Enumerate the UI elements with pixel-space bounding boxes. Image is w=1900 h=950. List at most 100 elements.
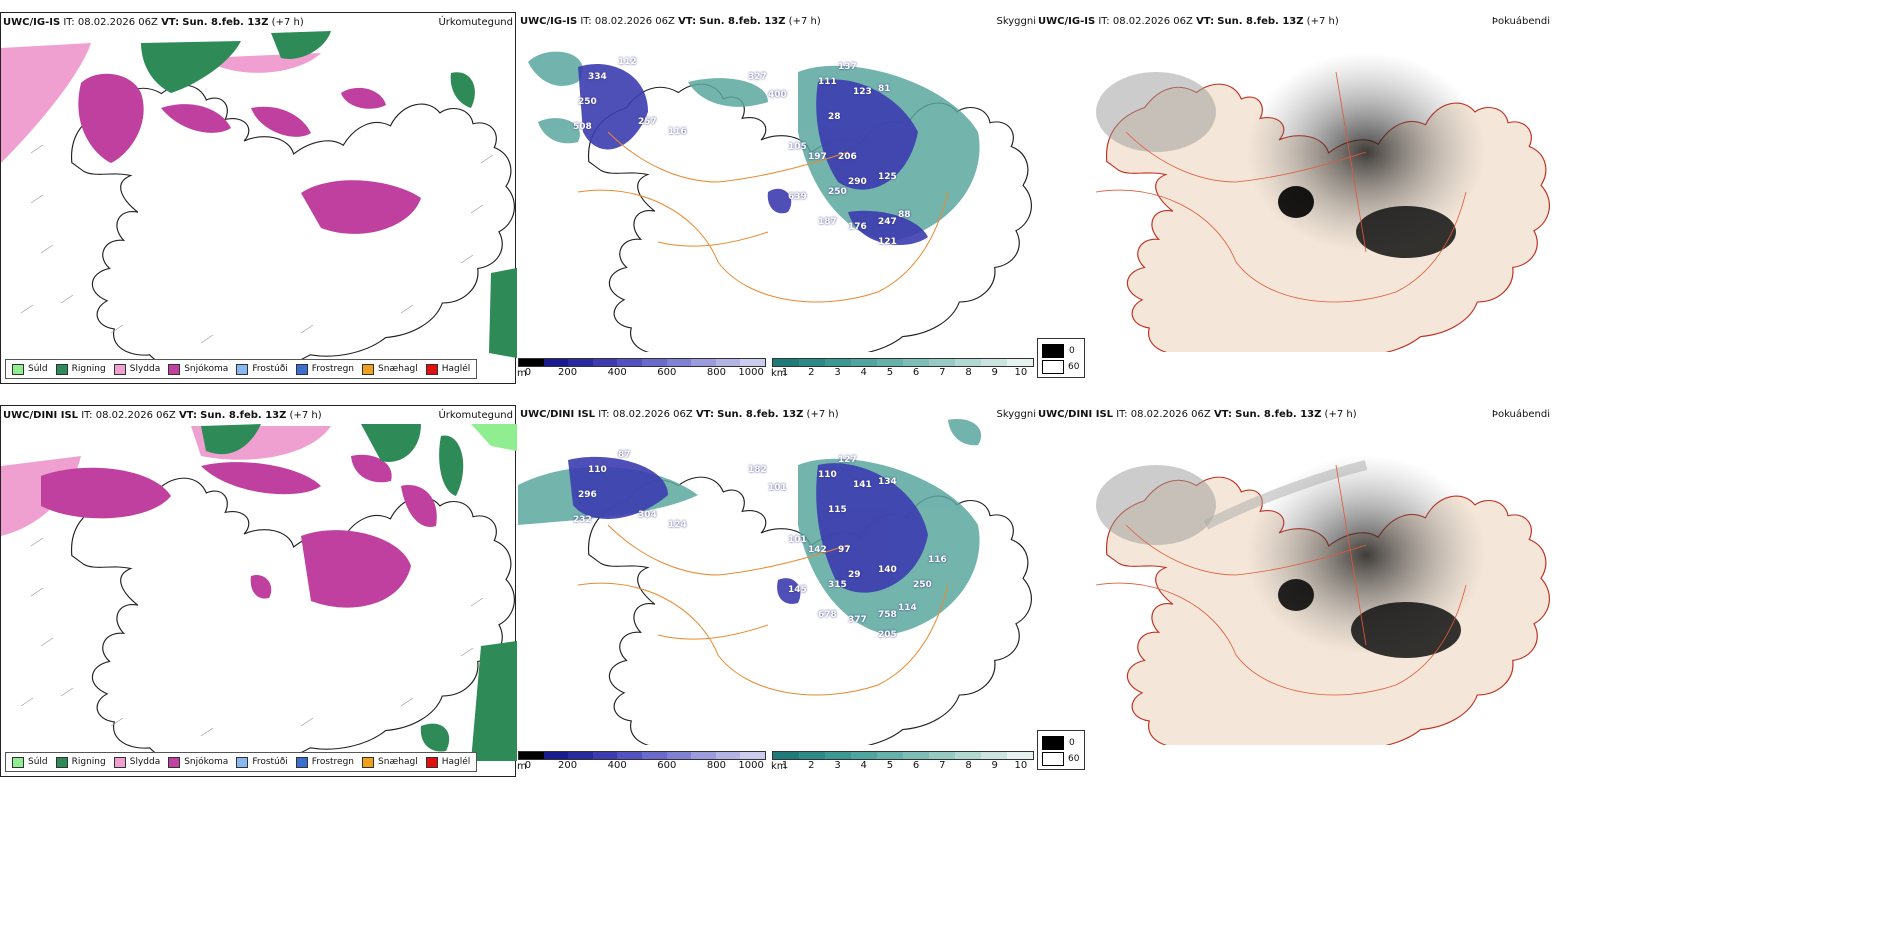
legend-item: Súld — [12, 756, 48, 768]
cloud-value-label: 114 — [898, 603, 917, 613]
colorbar-cell — [666, 752, 692, 759]
cloud-value-label: 182 — [748, 465, 767, 475]
cloud-value-label: 141 — [853, 480, 872, 490]
panel-title: Skyggni — [996, 409, 1036, 420]
cloud-value-label: 121 — [878, 237, 897, 247]
colorbar-tick: 2 — [808, 367, 815, 378]
cloud-value-label: 110 — [588, 465, 607, 475]
wind-barbs — [20, 144, 494, 344]
fog-map — [1095, 455, 1551, 745]
colorbar-tick: 7 — [939, 760, 946, 771]
colorbar-cell — [903, 752, 929, 759]
legend-swatch — [295, 756, 308, 768]
legend-item: Slydda — [113, 756, 160, 768]
panel-title: Skyggni — [996, 16, 1036, 27]
colorbar-tick: 9 — [991, 760, 998, 771]
colorbar-cell — [877, 359, 903, 366]
cloud-map — [528, 51, 1033, 352]
rain-areas — [141, 31, 517, 358]
cloud-value-label: 400 — [768, 90, 787, 100]
colorbar-tick: 4 — [860, 367, 867, 378]
cloud-value-label: 232 — [573, 515, 592, 525]
fog-map — [1095, 52, 1551, 352]
cloud-panel-row2: UWC/DINI ISL IT: 08.02.2026 06Z VT: Sun.… — [518, 405, 1036, 777]
roads — [577, 131, 949, 303]
colorbar-tick: 8 — [965, 367, 972, 378]
colorbar-cell — [519, 752, 544, 759]
visibility-colorbar: 1 2 3 4 5 6 7 8 9 10 km — [771, 751, 1034, 772]
colorbar-tick: 5 — [886, 367, 894, 378]
legend-swatch — [55, 756, 68, 768]
legend-swatch — [425, 363, 438, 375]
colorbar-tick: 7 — [939, 367, 946, 378]
colorbar-tick: 800 — [706, 760, 726, 771]
cloud-value-label: 105 — [788, 142, 807, 152]
cloud-value-label: 304 — [638, 510, 657, 520]
cloud-value-label: 101 — [768, 483, 787, 493]
legend-label: Frostúði — [252, 757, 288, 767]
cloud-value-label: 327 — [748, 72, 767, 82]
cloud-value-label: 639 — [788, 192, 807, 202]
visibility-colorbar: 1 2 3 4 5 6 7 8 9 10 km — [771, 358, 1034, 379]
valid-time: Sun. 8.feb. 13Z — [200, 410, 287, 421]
colorbar-cell — [715, 359, 741, 366]
cloud-value-label: 142 — [808, 545, 827, 555]
legend-item: Súld — [12, 363, 48, 375]
colorbar-cell — [929, 752, 955, 759]
legend-label: Snjókoma — [184, 757, 229, 767]
cloud-value-label: 110 — [818, 470, 837, 480]
colorbar-tick: 5 — [886, 760, 894, 771]
colorbar-cell — [691, 359, 716, 366]
colorbar-unit: km — [771, 368, 787, 379]
drizzle-areas — [471, 424, 517, 451]
cloud-value-label: 250 — [913, 580, 932, 590]
colorbar-cell — [543, 752, 569, 759]
colorbar-tick: 1000 — [738, 367, 764, 378]
cloud-value-label: 134 — [878, 477, 897, 487]
colorbar-cell — [929, 359, 955, 366]
colorbar-tick: 6 — [912, 367, 920, 378]
colorbar-cell — [981, 359, 1007, 366]
cloud-value-label: 176 — [848, 222, 867, 232]
legend-item: Frostúði — [236, 756, 288, 768]
colorbar-cell — [799, 359, 825, 366]
colorbar-cell — [799, 752, 825, 759]
colorbar-cell — [955, 752, 981, 759]
legend-item: Snjókoma — [168, 756, 229, 768]
cloud-value-label: 28 — [828, 112, 841, 122]
cloud-value-label: 250 — [828, 187, 847, 197]
colorbar-cell — [851, 359, 877, 366]
colorbar-cell — [877, 752, 903, 759]
colorbar-tick: 9 — [991, 367, 998, 378]
cloud-value-label: 290 — [848, 177, 867, 187]
cloud-value-label: 197 — [808, 152, 827, 162]
model-name: UWC/DINI ISL — [3, 410, 79, 421]
legend-swatch — [236, 363, 249, 375]
legend-swatch — [168, 756, 181, 768]
colorbar-tick: 6 — [912, 760, 920, 771]
colorbar-unit: m — [517, 368, 527, 379]
legend-item: Rigning — [55, 363, 106, 375]
legend-label: Snæhagl — [378, 757, 418, 767]
colorbar-tick: 400 — [607, 367, 627, 378]
roads — [1095, 464, 1467, 696]
legend-label: Rigning — [71, 364, 106, 374]
legend-swatch — [113, 756, 126, 768]
colorbar-tick: 200 — [558, 760, 578, 771]
cloud-value-label: 87 — [618, 450, 631, 460]
colorbar-cell — [666, 359, 692, 366]
cloud-value-label: 81 — [878, 84, 891, 94]
cloud-value-label: 334 — [588, 72, 607, 82]
panel-title: Þokuábendi — [1491, 409, 1550, 420]
precip-panel-row1: UWC/IG-IS IT: 08.02.2026 06Z VT: Sun. 8.… — [0, 12, 517, 384]
legend-swatch — [236, 756, 249, 768]
fog-panel-row1: UWC/IG-IS IT: 08.02.2026 06Z VT: Sun. 8.… — [1036, 12, 1552, 384]
panel-title: Úrkomutegund — [438, 410, 513, 421]
cloud-value-label: 111 — [818, 77, 837, 87]
fog-legend: 0 60 — [1037, 730, 1085, 770]
panel-title: Þokuábendi — [1491, 16, 1550, 27]
legend-label: Snjókoma — [184, 364, 229, 374]
colorbar-cell — [568, 359, 593, 366]
colorbar-cell — [543, 359, 569, 366]
colorbar-tick: 1000 — [738, 760, 764, 771]
